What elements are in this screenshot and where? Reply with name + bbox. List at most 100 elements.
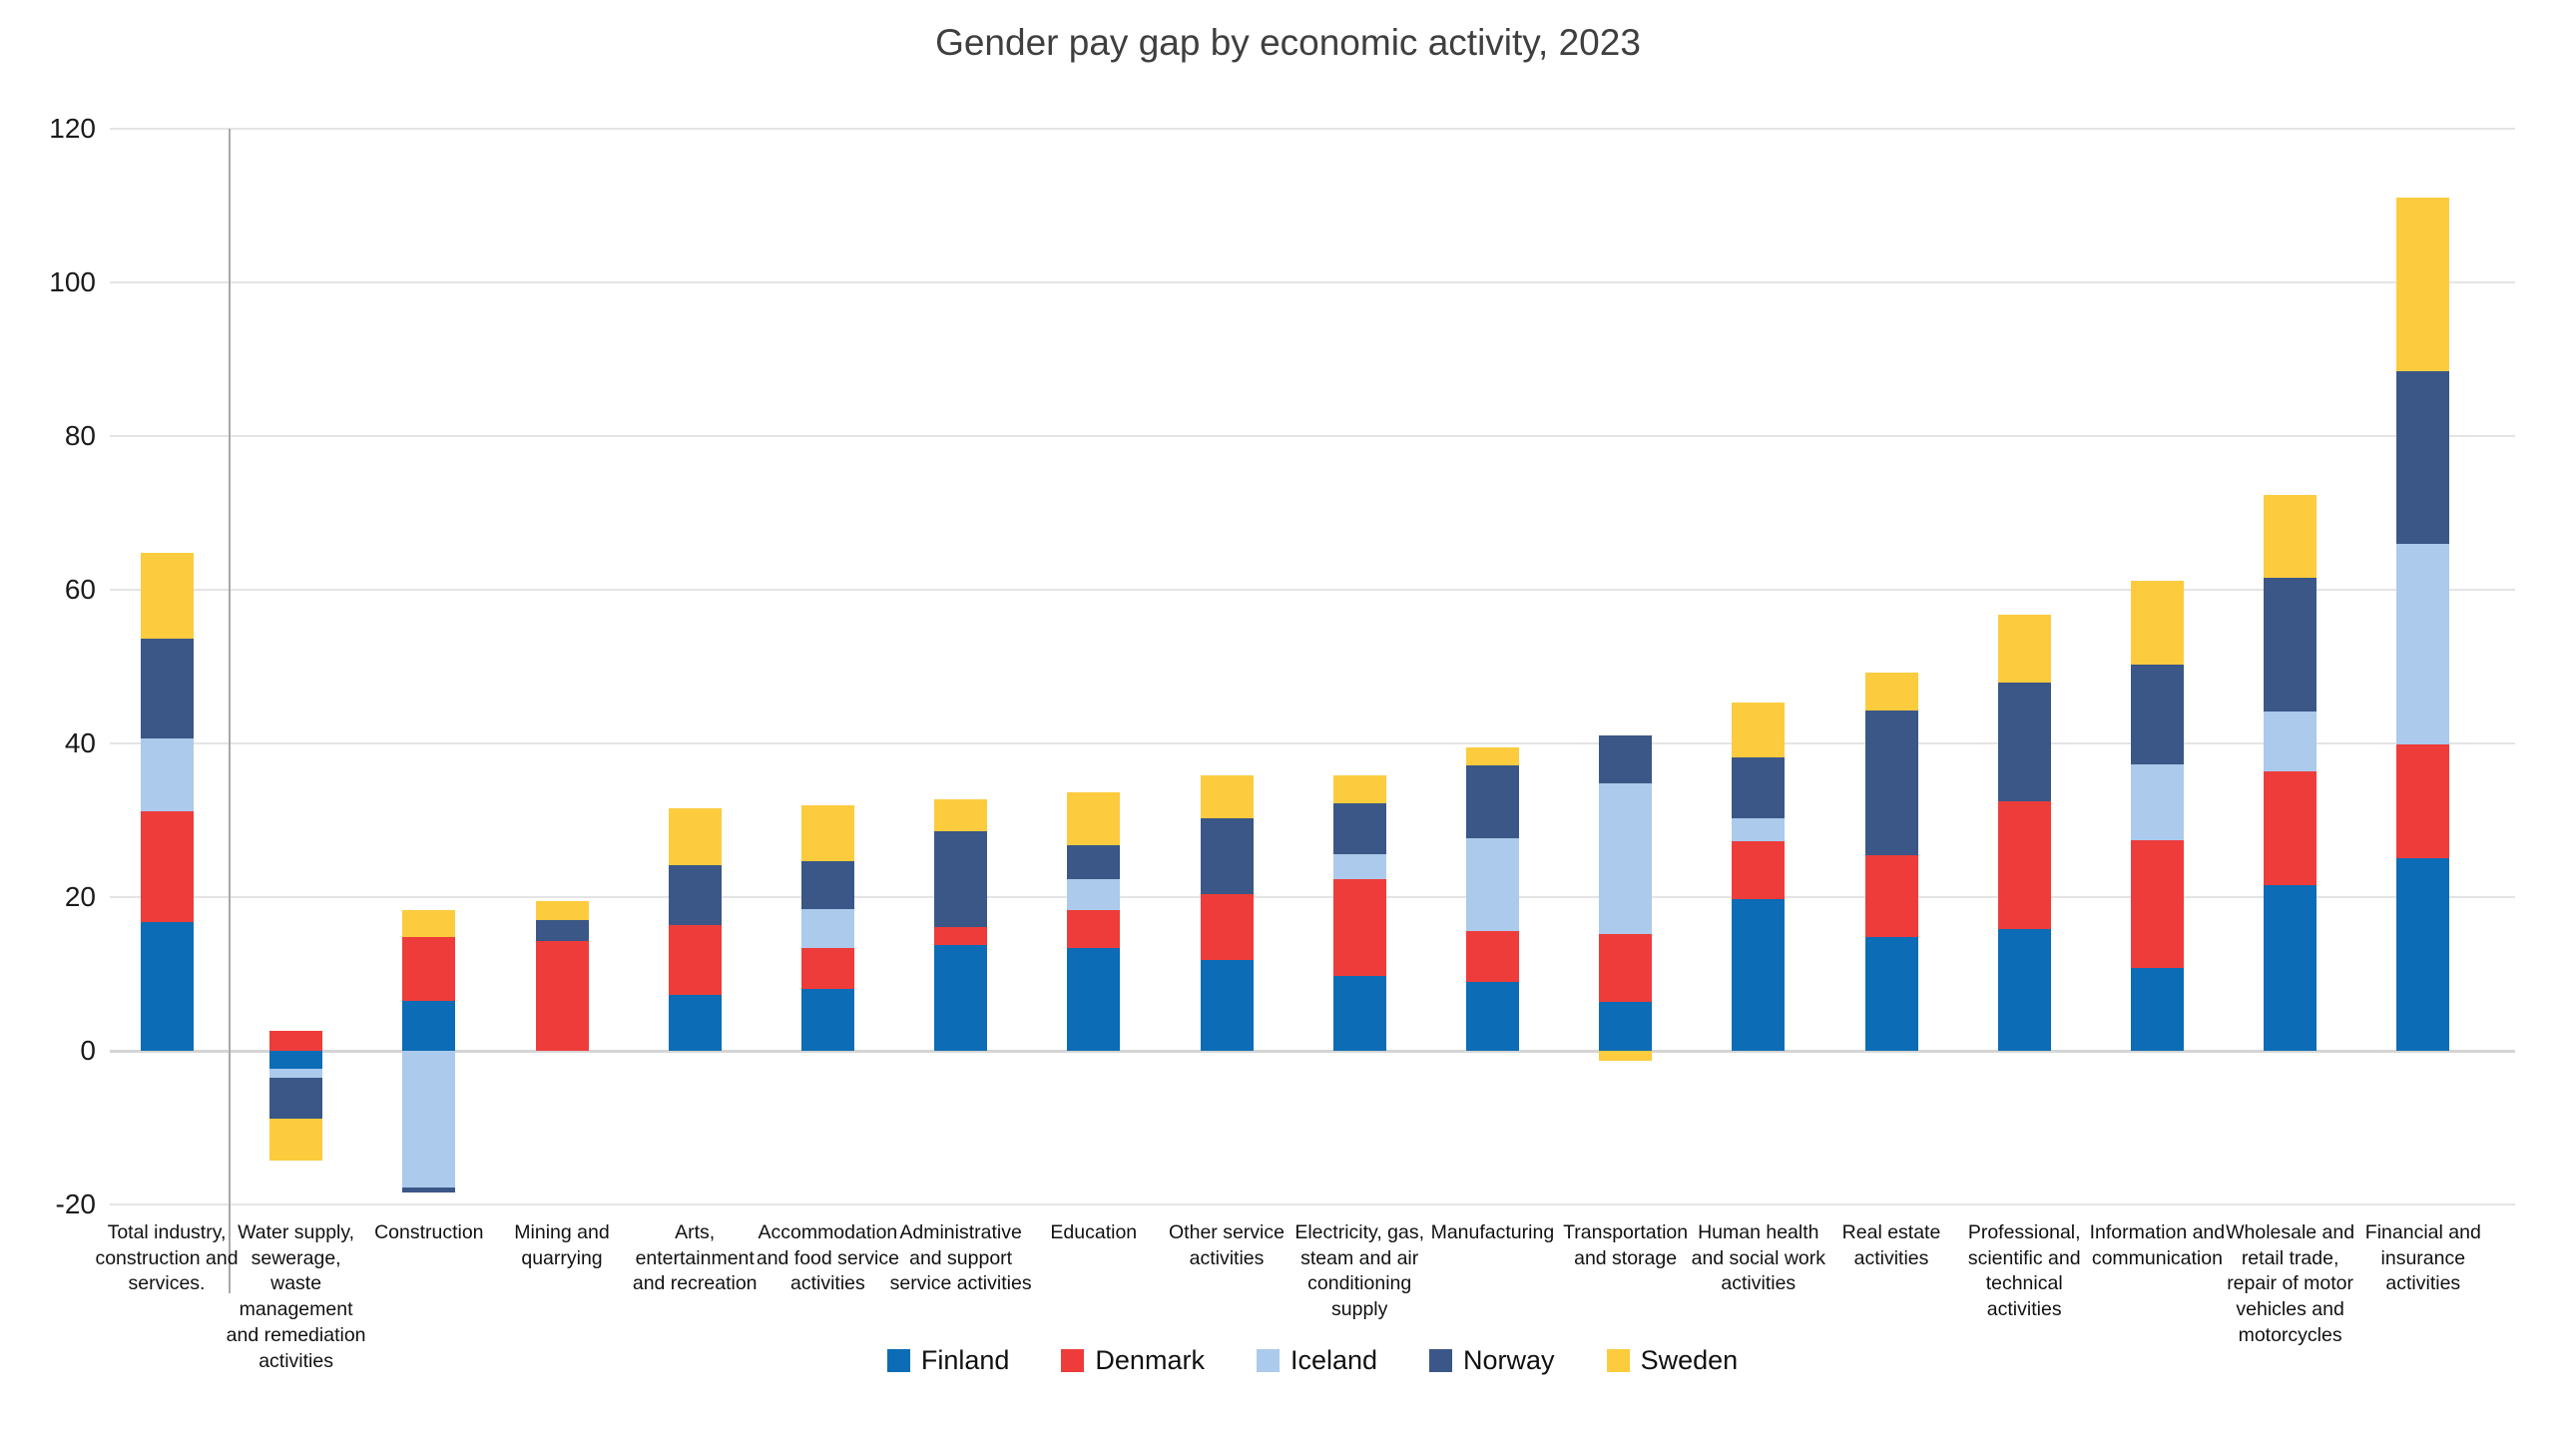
x-axis-category-label: Construction <box>374 1221 484 1243</box>
bar-segment-norway <box>1864 710 1918 856</box>
category-separator-line <box>229 129 231 1293</box>
legend-item-norway: Norway <box>1429 1345 1555 1376</box>
bar-segment-finland <box>140 921 194 1051</box>
y-axis-tick-label: 120 <box>49 113 96 144</box>
x-axis-category-label: Manufacturing <box>1430 1221 1555 1243</box>
bar-segment-sweden <box>1067 792 1121 846</box>
bar-segment-denmark <box>934 927 988 945</box>
legend-swatch-icon <box>1429 1349 1453 1372</box>
x-axis-category-label: Financial and insurance activities <box>2364 1221 2481 1295</box>
y-axis-tick-label: 100 <box>49 266 96 297</box>
x-axis-category-label: Human health and social work activities <box>1691 1221 1825 1295</box>
bar-segment-finland <box>2396 857 2450 1051</box>
x-axis-category-label: Mining and quarrying <box>514 1221 610 1269</box>
bar-segment-iceland <box>2396 543 2450 744</box>
bar-segment-denmark <box>1599 933 1653 1002</box>
y-axis-tick-label: 60 <box>64 574 96 605</box>
bar-segment-denmark <box>1200 893 1254 961</box>
y-axis-tick-label: 20 <box>64 881 96 912</box>
bar-segment-finland <box>269 1051 323 1069</box>
bar-segment-norway <box>1067 845 1121 880</box>
bar-segment-finland <box>1599 1001 1653 1051</box>
bar-segment-finland <box>1997 928 2051 1051</box>
bar-segment-norway <box>402 1188 456 1192</box>
bar-segment-sweden <box>2264 495 2318 578</box>
bar-segment-denmark <box>535 940 589 1051</box>
legend-label: Denmark <box>1095 1345 1205 1375</box>
x-axis-category-label: Other service activities <box>1169 1221 1285 1269</box>
gridline <box>110 896 2515 898</box>
bar-segment-norway <box>1200 817 1254 894</box>
bar-segment-sweden <box>1732 703 1786 757</box>
gridline <box>110 1203 2515 1205</box>
bar-segment-sweden <box>800 805 854 861</box>
bar-segment-iceland <box>1067 879 1121 911</box>
legend-swatch-icon <box>1606 1349 1630 1372</box>
legend-item-denmark: Denmark <box>1061 1345 1205 1376</box>
gridline <box>110 128 2515 130</box>
bar-segment-denmark <box>668 925 722 995</box>
x-axis-category-label: Electricity, gas, steam and air conditio… <box>1294 1221 1425 1321</box>
bar-segment-norway <box>535 920 589 941</box>
bar-segment-sweden <box>2130 580 2184 665</box>
bar-segment-norway <box>934 830 988 928</box>
bar-segment-denmark <box>2264 770 2318 886</box>
bar-segment-finland <box>2264 885 2318 1051</box>
bar-segment-denmark <box>1465 930 1519 982</box>
bar-segment-denmark <box>269 1030 323 1051</box>
bar-segment-denmark <box>800 947 854 989</box>
zero-axis-line <box>110 1049 2515 1053</box>
legend-item-iceland: Iceland <box>1256 1345 1377 1376</box>
bar-segment-denmark <box>2130 840 2184 968</box>
x-axis-category-label: Arts, entertainment and recreation <box>632 1221 758 1295</box>
bar-segment-norway <box>140 639 194 739</box>
bar-segment-norway <box>1599 734 1653 784</box>
bar-segment-sweden <box>140 553 194 640</box>
bar-segment-norway <box>2264 577 2318 713</box>
bar-segment-denmark <box>1067 910 1121 948</box>
x-axis-category-label: Accommodation and food service activitie… <box>756 1221 899 1295</box>
bar-segment-denmark <box>1732 840 1786 899</box>
legend: Finland Denmark Iceland Norway Sweden <box>110 1345 2515 1376</box>
legend-item-finland: Finland <box>886 1345 1010 1376</box>
x-axis-category-label: Information and communication <box>2089 1221 2226 1269</box>
bar-segment-norway <box>1997 683 2051 801</box>
bar-segment-finland <box>1732 898 1786 1051</box>
bar-segment-iceland <box>140 738 194 811</box>
bar-segment-sweden <box>1864 673 1918 711</box>
legend-swatch-icon <box>1256 1349 1280 1372</box>
bar-segment-denmark <box>2396 743 2450 858</box>
bar-segment-iceland <box>800 909 854 948</box>
bar-segment-norway <box>1465 764 1519 838</box>
bar-segment-finland <box>1067 947 1121 1051</box>
bar-segment-denmark <box>140 810 194 922</box>
x-axis-category-label: Water supply, sewerage, waste management… <box>226 1221 366 1372</box>
bar-segment-denmark <box>1332 878 1386 977</box>
bar-segment-iceland <box>2130 763 2184 840</box>
x-axis-category-label: Professional, scientific and technical a… <box>1967 1221 2081 1321</box>
x-axis-category-label: Transportation and storage <box>1563 1221 1689 1269</box>
x-axis-category-label: Education <box>1050 1221 1138 1243</box>
bar-segment-norway <box>2396 370 2450 544</box>
bar-segment-norway <box>668 864 722 926</box>
bar-segment-finland <box>934 944 988 1051</box>
bar-segment-norway <box>1332 803 1386 854</box>
bar-segment-iceland <box>1732 817 1786 841</box>
bar-segment-norway <box>269 1077 323 1119</box>
gridline <box>110 742 2515 744</box>
y-axis-tick-label: 0 <box>80 1035 96 1066</box>
x-axis-category-label: Wholesale and retail trade, repair of mo… <box>2226 1221 2355 1346</box>
bar-segment-denmark <box>1864 855 1918 938</box>
bar-segment-sweden <box>668 807 722 865</box>
bar-segment-iceland <box>2264 712 2318 771</box>
legend-label: Finland <box>920 1345 1010 1375</box>
y-axis-tick-label: -20 <box>55 1189 96 1219</box>
x-axis-category-label: Real estate activities <box>1841 1221 1941 1269</box>
legend-label: Norway <box>1463 1345 1555 1375</box>
bar-segment-iceland <box>1465 837 1519 931</box>
bar-segment-finland <box>1465 981 1519 1051</box>
gridline <box>110 435 2515 437</box>
bar-segment-sweden <box>269 1118 323 1162</box>
bar-segment-finland <box>1332 976 1386 1051</box>
